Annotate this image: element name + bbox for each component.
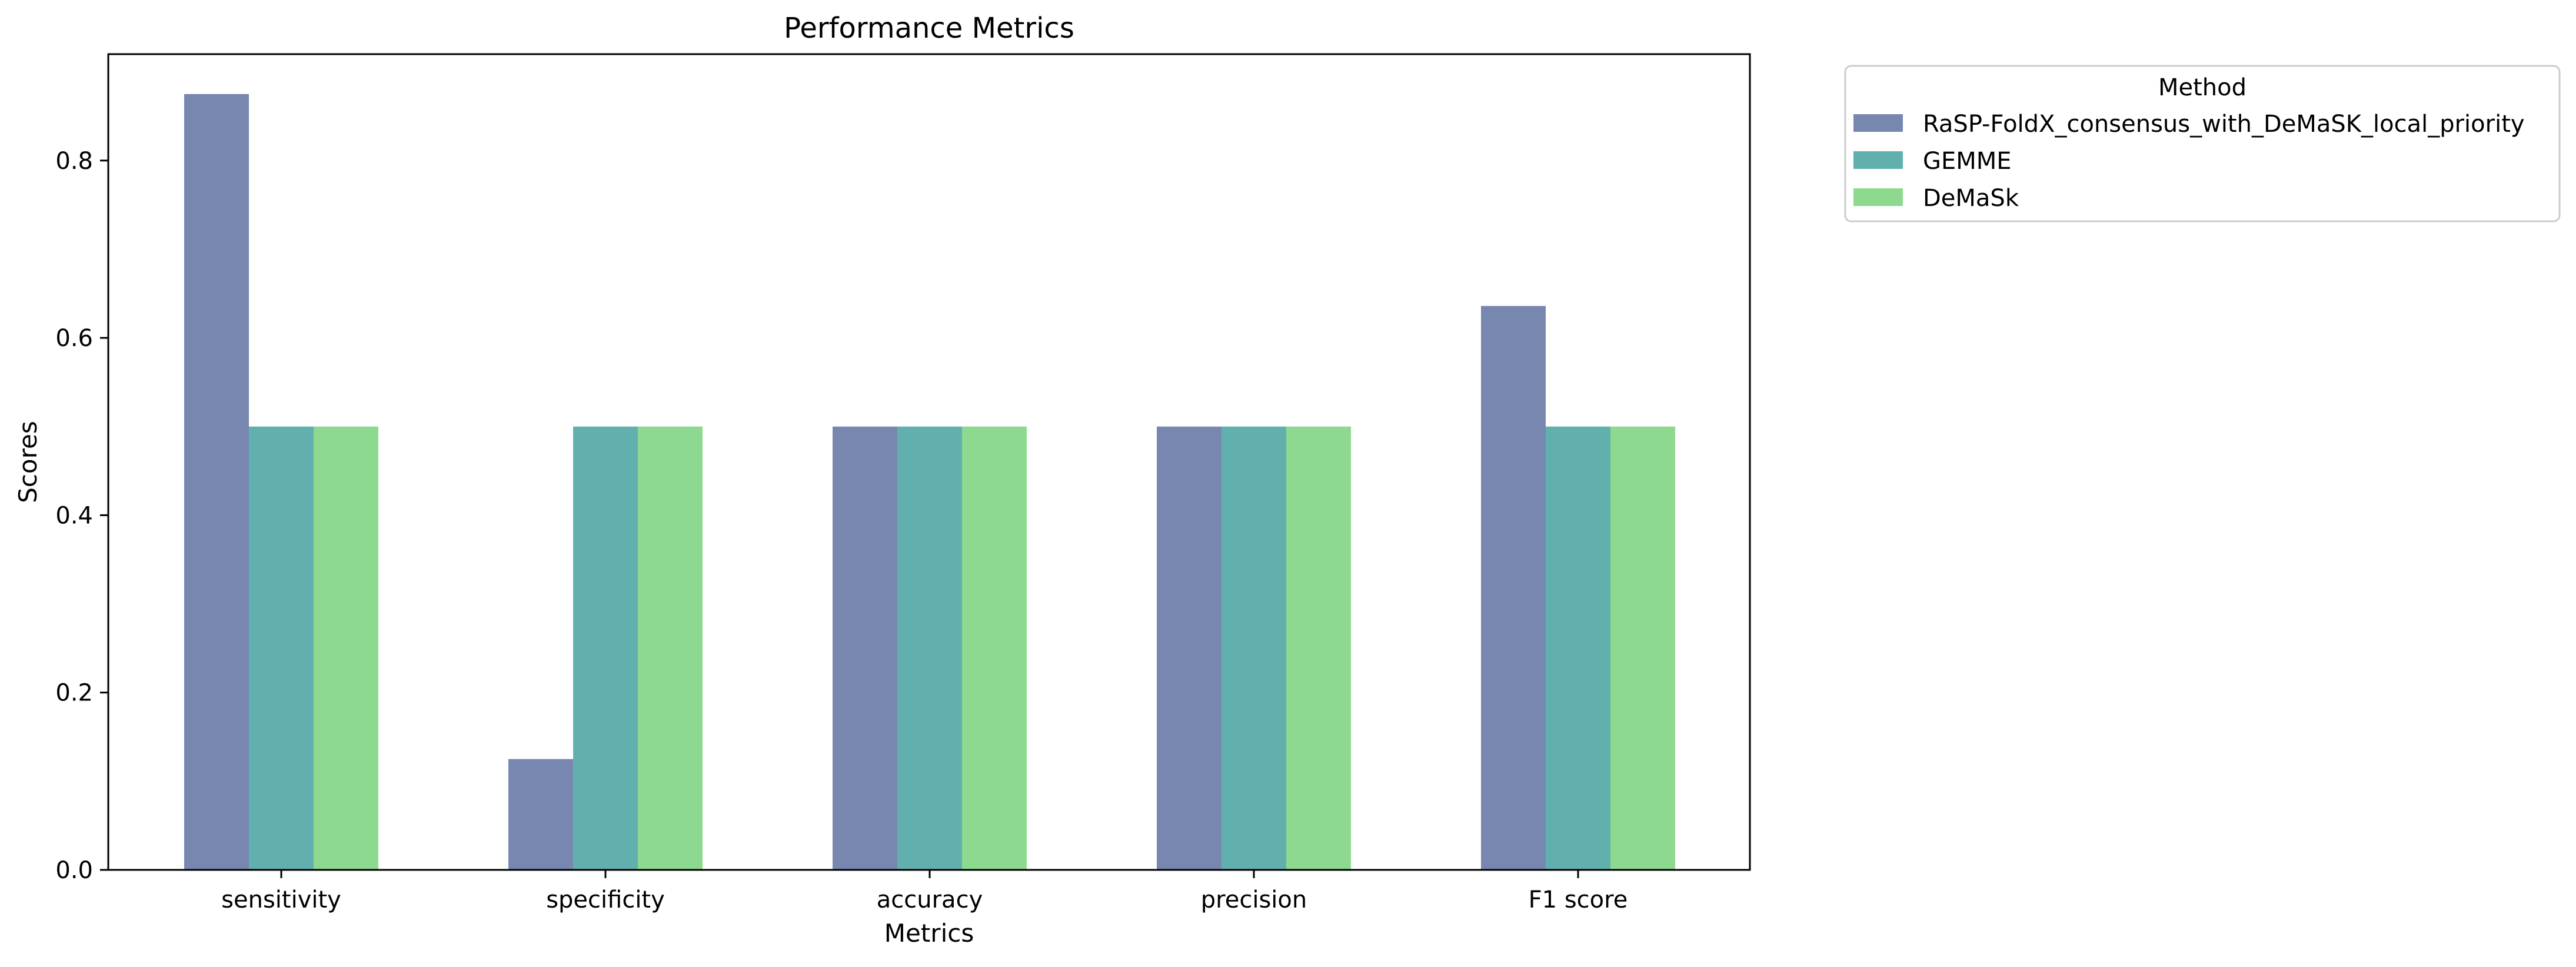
legend-label: GEMME (1923, 148, 2012, 175)
bar-f1-score-series-3 (1610, 426, 1675, 870)
y-tick-label: 0.0 (55, 857, 93, 884)
legend-frame (1844, 65, 2561, 222)
bar-precision-series-1 (1157, 426, 1222, 870)
legend: Method RaSP-FoldX_consensus_with_DeMaSK_… (1844, 65, 2561, 222)
bar-accuracy-series-1 (833, 426, 897, 870)
bar-accuracy-series-2 (897, 426, 962, 870)
y-tick-label: 0.6 (55, 325, 93, 352)
bar-f1-score-series-1 (1481, 305, 1546, 870)
legend-items: RaSP-FoldX_consensus_with_DeMaSK_local_p… (1853, 111, 2525, 212)
bar-specificity-series-2 (573, 426, 638, 870)
chart-title: Performance Metrics (784, 12, 1074, 45)
bar-sensitivity-series-1 (184, 94, 249, 870)
x-axis-label: Metrics (884, 919, 974, 948)
legend-label: RaSP-FoldX_consensus_with_DeMaSK_local_p… (1923, 111, 2525, 138)
bars-group (184, 94, 1675, 870)
x-tick-label: precision (1201, 886, 1307, 913)
y-tick-label: 0.2 (55, 680, 93, 707)
y-tick-label: 0.8 (55, 148, 93, 175)
legend-swatch (1853, 151, 1903, 169)
bar-specificity-series-1 (508, 759, 573, 870)
bar-sensitivity-series-3 (314, 426, 378, 870)
x-tick-label: accuracy (877, 886, 983, 913)
x-tick-label: specificity (546, 886, 665, 913)
legend-swatch (1853, 188, 1903, 206)
bar-f1-score-series-2 (1546, 426, 1610, 870)
bar-sensitivity-series-2 (249, 426, 314, 870)
plot-frame (107, 53, 1751, 871)
x-tick-label: F1 score (1529, 886, 1628, 913)
x-tick-label: sensitivity (221, 886, 341, 913)
y-axis-ticks: 0.0 0.2 0.4 0.6 0.8 (55, 148, 108, 884)
bar-precision-series-2 (1222, 426, 1286, 870)
legend-title: Method (2158, 74, 2246, 101)
y-axis-label: Scores (14, 421, 42, 503)
y-tick-label: 0.4 (55, 502, 93, 529)
legend-swatch (1853, 114, 1903, 132)
x-axis-ticks: sensitivity specificity accuracy precision F… (221, 870, 1628, 913)
bar-accuracy-series-3 (962, 426, 1027, 870)
bar-precision-series-3 (1286, 426, 1351, 870)
legend-label: DeMaSk (1923, 185, 2019, 212)
bar-specificity-series-3 (638, 426, 703, 870)
